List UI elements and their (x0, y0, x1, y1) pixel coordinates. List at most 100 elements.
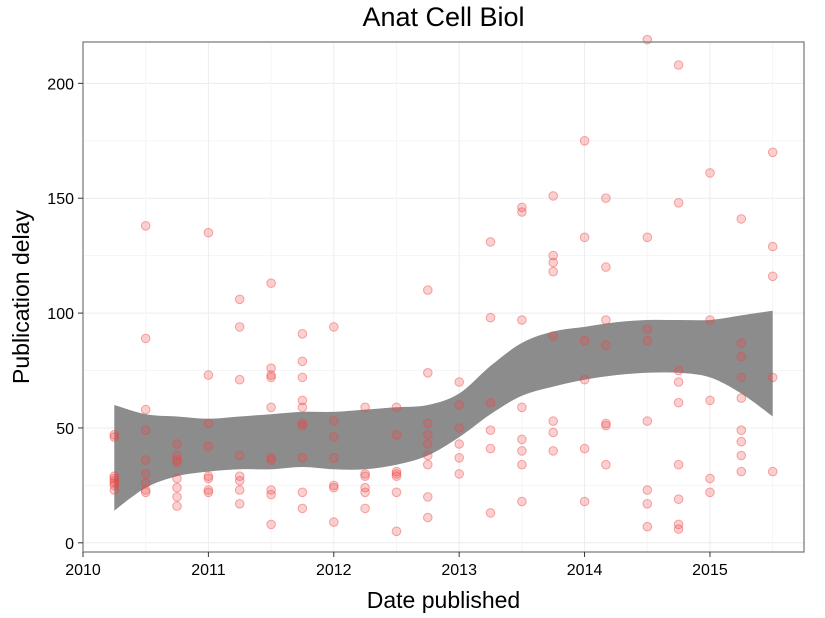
data-point (234, 450, 245, 461)
data-point (705, 473, 715, 484)
data-point (391, 487, 402, 498)
confidence-band-area (114, 310, 773, 511)
data-point (517, 459, 527, 470)
data-point (767, 147, 778, 158)
data-point (172, 439, 182, 449)
data-point (673, 459, 684, 470)
data-point (203, 485, 214, 495)
data-point (485, 508, 496, 518)
data-point (234, 471, 245, 482)
data-point (203, 441, 214, 452)
data-point (391, 469, 402, 479)
data-point (172, 501, 182, 511)
data-point (329, 480, 339, 491)
data-point (736, 466, 747, 477)
data-point (736, 351, 747, 362)
data-point (642, 335, 653, 346)
data-point (203, 473, 214, 484)
data-point (203, 471, 214, 482)
data-point (423, 439, 433, 449)
data-point (736, 450, 747, 461)
data-point (517, 202, 527, 213)
x-tick-label: 2013 (441, 562, 477, 579)
data-point (391, 466, 402, 477)
data-point (454, 377, 465, 387)
data-point (736, 372, 747, 383)
data-point (517, 434, 527, 445)
data-point (485, 443, 496, 454)
data-point (485, 237, 496, 247)
data-point (360, 482, 370, 493)
data-point (391, 430, 402, 440)
data-point (266, 519, 276, 530)
data-point (297, 487, 308, 498)
data-point (454, 469, 465, 479)
data-point (391, 471, 402, 482)
data-point (329, 432, 339, 442)
data-point (423, 512, 433, 523)
data-point (329, 453, 339, 463)
data-point (360, 402, 370, 413)
data-point (642, 232, 653, 243)
y-tick-label: 50 (56, 421, 74, 438)
data-point (517, 315, 527, 325)
data-point (360, 487, 370, 498)
data-point (579, 232, 590, 243)
data-point (736, 436, 747, 447)
data-point (705, 487, 715, 498)
data-points (109, 34, 778, 537)
data-point (266, 372, 276, 383)
data-point (140, 487, 151, 498)
data-point (705, 168, 715, 178)
data-point (548, 257, 559, 268)
data-point (705, 395, 715, 406)
data-point (485, 397, 496, 408)
data-point (423, 430, 433, 440)
data-point (266, 453, 276, 463)
data-point (601, 459, 611, 470)
data-point (203, 418, 214, 429)
axes: 2010 2011 2012 2013 2014 2015 0 50 100 150 200 (47, 76, 728, 579)
data-point (266, 370, 276, 380)
y-tick-label: 100 (47, 306, 74, 323)
data-point (736, 214, 747, 224)
data-point (673, 494, 684, 505)
data-point (360, 503, 370, 514)
data-point (423, 459, 433, 470)
data-point (579, 374, 590, 385)
data-point (673, 397, 684, 408)
data-point (454, 400, 465, 410)
data-point (360, 469, 370, 479)
data-point (266, 485, 276, 495)
data-point (266, 489, 276, 500)
data-point (297, 503, 308, 514)
data-point (109, 430, 120, 440)
data-point (391, 526, 402, 537)
data-point (485, 312, 496, 323)
y-axis-title: Publication delay (8, 210, 34, 384)
data-point (172, 492, 182, 502)
data-point (548, 331, 559, 341)
data-point (109, 432, 120, 442)
data-point (454, 439, 465, 449)
data-point (548, 416, 559, 426)
data-point (767, 241, 778, 252)
smooth-confidence-band (114, 310, 773, 511)
x-tick-label: 2015 (692, 562, 728, 579)
data-point (517, 446, 527, 456)
data-point (109, 478, 120, 488)
y-tick-label: 200 (47, 76, 74, 93)
data-point (601, 262, 611, 272)
data-point (423, 492, 433, 502)
data-point (109, 480, 120, 491)
data-point (642, 499, 653, 509)
data-point (172, 455, 182, 465)
data-point (642, 34, 653, 45)
data-point (673, 377, 684, 387)
data-point (391, 402, 402, 413)
x-tick-label: 2014 (567, 562, 603, 579)
data-point (423, 285, 433, 295)
x-tick-label: 2010 (65, 562, 101, 579)
